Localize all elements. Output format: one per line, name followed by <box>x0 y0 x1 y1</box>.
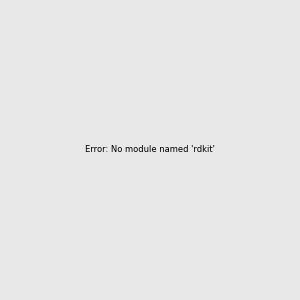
Text: Error: No module named 'rdkit': Error: No module named 'rdkit' <box>85 146 215 154</box>
